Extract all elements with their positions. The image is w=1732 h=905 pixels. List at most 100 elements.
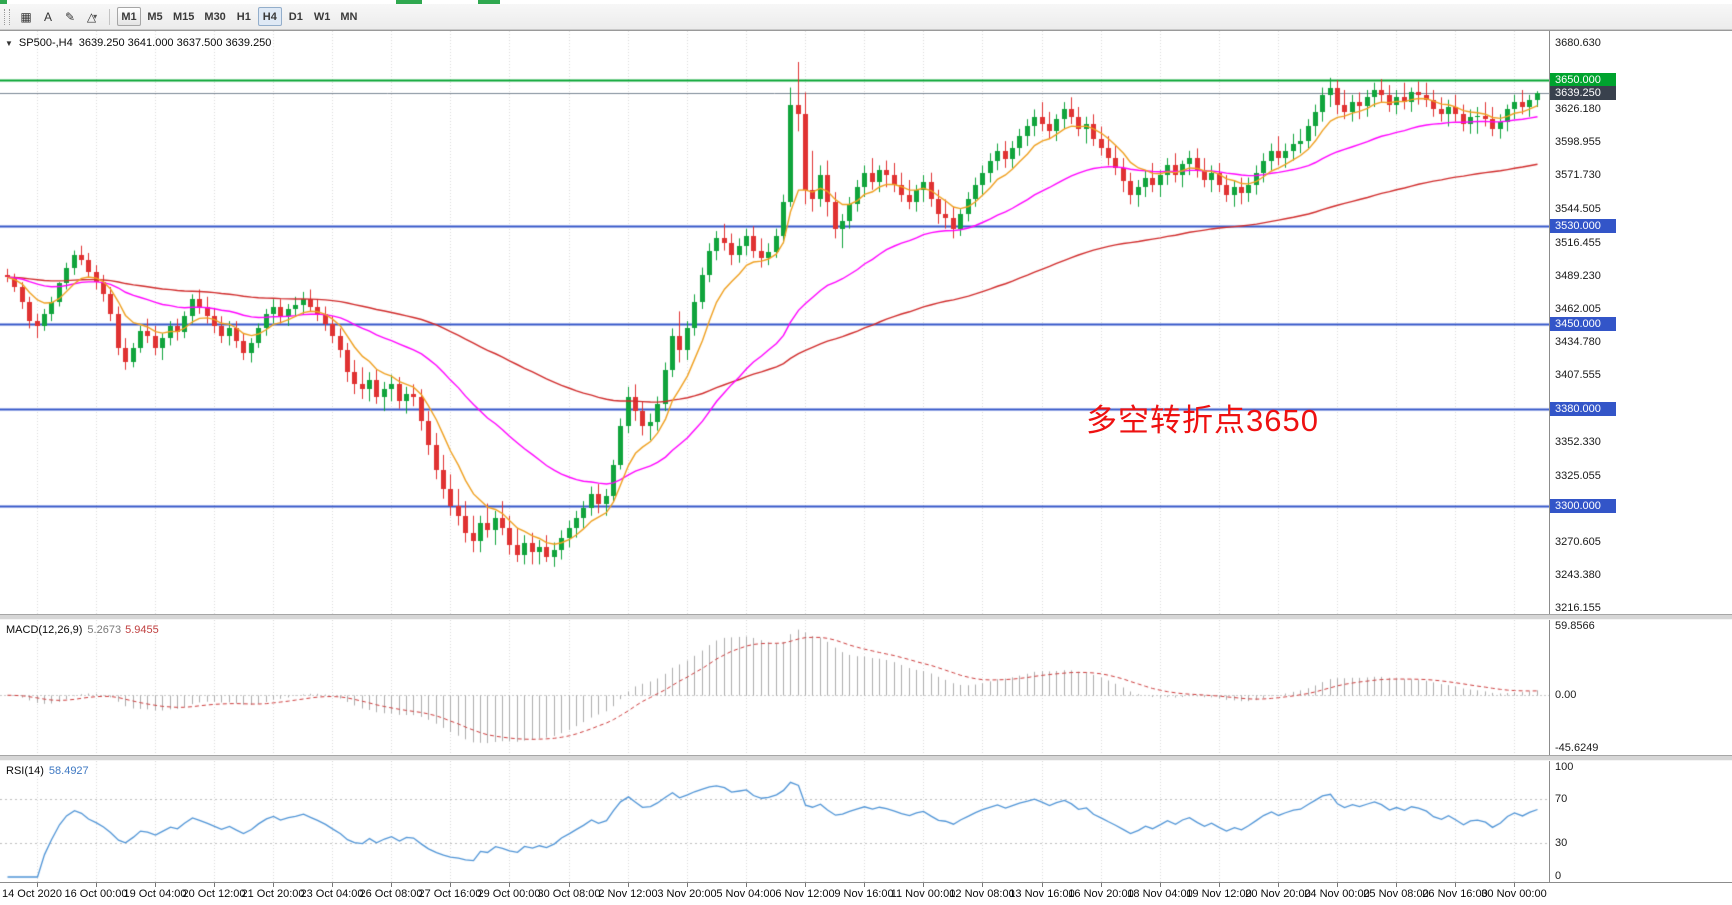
annotation-text[interactable]: 多空转折点3650 xyxy=(1086,403,1319,438)
time-axis-label: 16 Oct 00:00 xyxy=(64,888,128,900)
timeframe-m1-button[interactable]: M1 xyxy=(117,7,141,26)
pane-separator[interactable] xyxy=(0,614,1732,620)
time-axis-label: 5 Nov 04:00 xyxy=(716,888,776,900)
time-axis-tick xyxy=(1042,883,1043,887)
time-axis-tick xyxy=(1219,883,1220,887)
macd-axis[interactable]: 59.8566 0.00 -45.6249 xyxy=(1549,620,1616,755)
time-axis-tick xyxy=(214,883,215,887)
time-axis-tick xyxy=(628,883,629,887)
macd-axis-tick: -45.6249 xyxy=(1555,742,1599,754)
rsi-axis-tick: 100 xyxy=(1555,761,1574,773)
rsi-axis[interactable]: 100 70 30 0 xyxy=(1549,761,1616,882)
price-axis-tick: 3680.630 xyxy=(1555,37,1601,49)
time-axis-label: 12 Nov 08:00 xyxy=(949,888,1015,900)
time-axis-label: 13 Nov 16:00 xyxy=(1009,888,1075,900)
time-axis-label: 9 Nov 16:00 xyxy=(834,888,894,900)
time-axis-tick xyxy=(746,883,747,887)
time-axis-tick xyxy=(1278,883,1279,887)
time-axis-label: 30 Oct 08:00 xyxy=(537,888,601,900)
collapse-triangle-icon[interactable]: ▼ xyxy=(5,38,13,48)
time-axis-label: 29 Oct 00:00 xyxy=(477,888,541,900)
time-axis-tick xyxy=(96,883,97,887)
toolbar-grip[interactable] xyxy=(4,8,10,25)
time-axis-label: 21 Oct 20:00 xyxy=(241,888,305,900)
price-axis-tick: 3516.455 xyxy=(1555,236,1601,249)
price-axis-tick: 3626.180 xyxy=(1555,103,1601,116)
time-axis-tick xyxy=(450,883,451,887)
rsi-pane: RSI(14) 58.4927 100 70 30 0 xyxy=(0,761,1732,882)
time-axis-tick xyxy=(332,883,333,887)
chart-header: ▼ SP500-,H4 3639.250 3641.000 3637.500 3… xyxy=(5,37,271,49)
time-axis-label: 27 Oct 16:00 xyxy=(418,888,482,900)
time-axis-tick xyxy=(1396,883,1397,887)
price-axis-tick: 3243.380 xyxy=(1555,568,1601,581)
time-axis-label: 26 Nov 16:00 xyxy=(1422,888,1488,900)
rsi-label: RSI(14) 58.4927 xyxy=(6,765,89,777)
time-axis-label: 2 Nov 12:00 xyxy=(598,888,658,900)
macd-axis-tick: 59.8566 xyxy=(1555,620,1595,632)
time-axis-label: 24 Nov 00:00 xyxy=(1304,888,1370,900)
chart-title-symbol: SP500-,H4 xyxy=(18,37,73,49)
timeframe-d1-button[interactable]: D1 xyxy=(284,7,308,26)
time-axis-label: 6 Nov 12:00 xyxy=(775,888,835,900)
time-axis-tick xyxy=(509,883,510,887)
time-axis-tick xyxy=(864,883,865,887)
price-axis-tick: 3598.955 xyxy=(1555,136,1601,149)
time-axis-label: 19 Nov 12:00 xyxy=(1186,888,1252,900)
timeframe-h1-button[interactable]: H1 xyxy=(232,7,256,26)
time-axis-label: 14 Oct 2020 xyxy=(2,888,62,900)
macd-value-signal: 5.9455 xyxy=(125,624,159,636)
timeframe-w1-button[interactable]: W1 xyxy=(310,7,335,26)
price-axis-tick: 3462.005 xyxy=(1555,302,1601,315)
time-axis-tick xyxy=(805,883,806,887)
price-axis-tick: 3352.330 xyxy=(1555,436,1601,449)
price-axis-tick: 3571.730 xyxy=(1555,169,1601,182)
time-axis[interactable]: 14 Oct 2020 16 Oct 00:00 19 Oct 04:00 20 Oc… xyxy=(0,882,1732,905)
price-level-label-3639: 3639.250 xyxy=(1550,86,1616,101)
time-axis-label: 18 Nov 04:00 xyxy=(1127,888,1193,900)
time-axis-tick xyxy=(569,883,570,887)
rsi-axis-tick: 30 xyxy=(1555,837,1568,850)
price-axis-tick: 3325.055 xyxy=(1555,469,1601,482)
window-accent-segment xyxy=(478,0,500,4)
shapes-tool-button[interactable]: △ ▾ xyxy=(82,7,102,26)
price-axis-tick: 3544.505 xyxy=(1555,202,1601,215)
macd-label: MACD(12,26,9) 5.2673 5.9455 xyxy=(6,624,159,636)
time-axis-label: 30 Nov 00:00 xyxy=(1481,888,1547,900)
price-axis-tick: 3489.230 xyxy=(1555,269,1601,282)
timeframe-h4-button[interactable]: H4 xyxy=(257,7,282,26)
time-axis-label: 20 Oct 12:00 xyxy=(182,888,246,900)
toolbar: ▦ A ✎ △ ▾ M1 M5 M15 M30 H1 H4 D1 W1 MN xyxy=(0,4,1732,30)
timeframe-m5-button[interactable]: M5 xyxy=(143,7,167,26)
draw-tool-button[interactable]: ✎ xyxy=(60,7,80,26)
price-axis-tick: 3407.555 xyxy=(1555,369,1601,382)
timeframe-mn-button[interactable]: MN xyxy=(336,7,361,26)
chevron-down-icon: ▾ xyxy=(93,12,98,21)
price-axis[interactable]: 3680.630 3626.180 3598.955 3571.730 3544.505… xyxy=(1549,31,1616,614)
time-axis-label: 16 Nov 20:00 xyxy=(1068,888,1134,900)
time-axis-tick xyxy=(1160,883,1161,887)
chart-grid-icon: ▦ xyxy=(20,9,32,24)
price-chart-canvas[interactable] xyxy=(0,31,1549,614)
toolbar-separator xyxy=(109,8,110,25)
window-accent-segment xyxy=(0,0,7,4)
text-annotation-tool-button[interactable]: A xyxy=(38,7,58,26)
timeframe-m15-button[interactable]: M15 xyxy=(169,7,198,26)
pane-separator[interactable] xyxy=(0,755,1732,761)
macd-name: MACD(12,26,9) xyxy=(6,624,83,636)
time-axis-label: 25 Nov 08:00 xyxy=(1363,888,1429,900)
rsi-canvas[interactable] xyxy=(0,761,1549,882)
time-axis-label: 23 Oct 04:00 xyxy=(300,888,364,900)
timeframe-group: M1 M5 M15 M30 H1 H4 D1 W1 MN xyxy=(116,7,362,26)
time-axis-tick xyxy=(923,883,924,887)
chart-grid-tool-button[interactable]: ▦ xyxy=(16,7,36,26)
price-level-label-3650: 3650.000 xyxy=(1550,73,1616,88)
time-axis-tick xyxy=(982,883,983,887)
time-axis-label: 20 Nov 20:00 xyxy=(1245,888,1311,900)
time-axis-tick xyxy=(1337,883,1338,887)
timeframe-m30-button[interactable]: M30 xyxy=(200,7,229,26)
macd-canvas[interactable] xyxy=(0,620,1549,755)
price-pane: ▼ SP500-,H4 3639.250 3641.000 3637.500 3… xyxy=(0,31,1732,614)
window-accent-segment xyxy=(396,0,422,4)
